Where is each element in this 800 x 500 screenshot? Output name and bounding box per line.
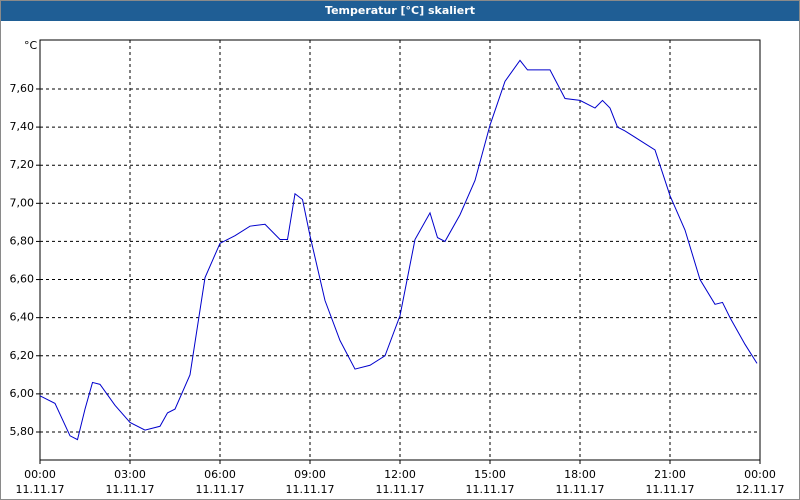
x-tick-label: 11.11.17 bbox=[16, 483, 65, 496]
x-tick-label: 11.11.17 bbox=[196, 483, 245, 496]
x-tick-label: 21:00 bbox=[654, 468, 686, 481]
y-unit: °C bbox=[24, 39, 38, 52]
x-tick-label: 06:00 bbox=[204, 468, 236, 481]
x-tick-label: 00:00 bbox=[24, 468, 56, 481]
y-tick-label: 6,00 bbox=[10, 387, 35, 400]
y-tick-label: 7,60 bbox=[10, 82, 35, 95]
y-tick-label: 7,20 bbox=[10, 158, 35, 171]
y-tick-label: 5,80 bbox=[10, 425, 35, 438]
x-tick-label: 11.11.17 bbox=[376, 483, 425, 496]
y-tick-label: 7,00 bbox=[10, 196, 35, 209]
x-tick-label: 00:00 bbox=[744, 468, 776, 481]
x-tick-label: 03:00 bbox=[114, 468, 146, 481]
x-tick-label: 12:00 bbox=[384, 468, 416, 481]
x-tick-label: 11.11.17 bbox=[646, 483, 695, 496]
x-tick-label: 11.11.17 bbox=[286, 483, 335, 496]
plot-border bbox=[39, 39, 761, 461]
y-tick-label: 7,40 bbox=[10, 120, 35, 133]
title-bar: Temperatur [°C] skaliert bbox=[1, 1, 799, 21]
x-tick-label: 11.11.17 bbox=[466, 483, 515, 496]
x-tick-label: 11.11.17 bbox=[106, 483, 155, 496]
x-tick-label: 15:00 bbox=[474, 468, 506, 481]
data-line bbox=[39, 59, 758, 441]
y-tick-label: 6,80 bbox=[10, 234, 35, 247]
y-tick-label: 6,60 bbox=[10, 273, 35, 286]
x-tick-label: 12.11.17 bbox=[736, 483, 785, 496]
x-tick-label: 11.11.17 bbox=[556, 483, 605, 496]
y-tick-label: 6,40 bbox=[10, 311, 35, 324]
y-tick-label: 6,20 bbox=[10, 349, 35, 362]
x-tick-label: 18:00 bbox=[564, 468, 596, 481]
x-tick-label: 09:00 bbox=[294, 468, 326, 481]
